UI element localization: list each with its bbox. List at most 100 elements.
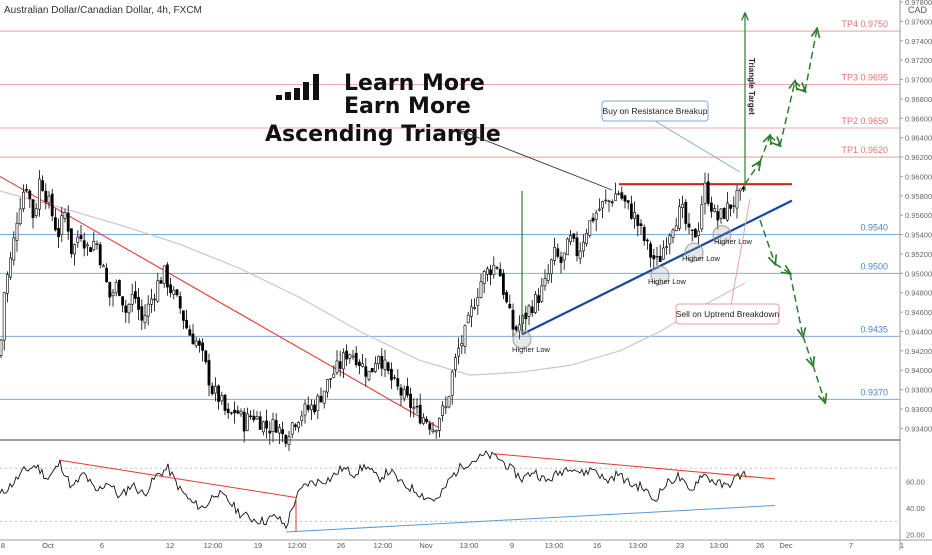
candle-body: [207, 360, 211, 386]
sell-callout-text: Sell on Uptrend Breakdown: [676, 309, 780, 319]
candle-body: [156, 280, 160, 302]
candle-body: [713, 208, 717, 212]
candle-body: [709, 202, 713, 212]
price-tick-label: 0.96600: [905, 114, 932, 123]
price-tick-label: 0.95200: [905, 250, 932, 259]
bullish-scenario-arrow: [804, 29, 817, 92]
candle-body: [246, 413, 249, 431]
candle-body: [277, 427, 281, 434]
candle-body: [290, 422, 294, 435]
rsi-resistance-line: [492, 453, 776, 480]
candle-body: [249, 415, 253, 418]
candle-body: [252, 415, 256, 421]
candle-body: [21, 191, 25, 209]
sell-callout-pointer: [727, 198, 751, 325]
candle-body: [389, 368, 393, 381]
candle-body: [549, 259, 553, 274]
candle-body: [242, 411, 246, 432]
candle-body: [217, 385, 221, 402]
candle-body: [668, 235, 672, 245]
candle-body: [530, 306, 534, 314]
candle-body: [118, 279, 121, 296]
candle-body: [293, 424, 297, 428]
candle-body: [677, 206, 681, 229]
candle-body: [108, 281, 112, 298]
candle-body: [313, 404, 317, 413]
candle-body: [527, 305, 531, 317]
candle-body: [175, 289, 179, 296]
time-tick-label: 23: [676, 541, 684, 550]
candle-body: [357, 361, 361, 367]
time-tick-label: 26: [756, 541, 764, 550]
candle-body: [652, 255, 656, 260]
candle-body: [335, 360, 339, 373]
bullish-scenario-arrow: [759, 136, 770, 163]
rsi-tick-label: 40.00: [906, 504, 925, 513]
time-tick-label: Dec: [779, 541, 793, 550]
candle-body: [485, 268, 489, 275]
candle-body: [341, 352, 345, 370]
candle-body: [508, 303, 512, 309]
signal-bar-icon: [313, 74, 319, 100]
bearish-scenario-arrow: [774, 263, 790, 274]
candle-body: [348, 354, 352, 359]
candle-body: [441, 405, 445, 416]
candle-body: [150, 298, 153, 305]
candle-body: [25, 189, 29, 191]
candle-body: [578, 250, 582, 259]
candle-body: [166, 264, 169, 288]
higher-low-marker: [684, 242, 704, 262]
candle-body: [569, 235, 573, 243]
sell-callout-box: [675, 303, 780, 325]
candle-body: [70, 228, 73, 254]
time-tick-label: 7: [849, 541, 853, 550]
candle-body: [693, 228, 697, 238]
candle-body: [434, 430, 438, 433]
price-tick-label: 0.95600: [905, 211, 932, 220]
candle-body: [309, 404, 313, 411]
candle-body: [629, 203, 633, 219]
candle-body: [431, 429, 435, 433]
candle-body: [284, 435, 288, 444]
candle-body: [303, 403, 307, 416]
candle-body: [655, 256, 659, 258]
candle-body: [524, 312, 528, 320]
candle-body: [31, 199, 35, 219]
higher-low-label: Higher Low: [512, 345, 551, 354]
candle-body: [591, 217, 595, 222]
price-tick-label: 0.95400: [905, 231, 932, 240]
candle-body: [492, 264, 496, 275]
bullish-scenario-arrow: [744, 162, 760, 185]
candle-body: [41, 180, 45, 191]
candle-body: [124, 305, 128, 313]
candle-body: [601, 201, 605, 209]
candle-body: [345, 350, 349, 360]
candle-body: [735, 190, 739, 209]
candle-body: [28, 190, 32, 200]
candle-body: [572, 233, 576, 239]
candle-body: [255, 416, 259, 420]
time-tick-label: 13:00: [460, 541, 479, 550]
candle-body: [137, 297, 141, 310]
time-tick-label: 12:00: [374, 541, 393, 550]
candle-body: [684, 201, 688, 224]
rsi-pane: [0, 449, 900, 533]
moving-average-layer: [0, 190, 746, 376]
candle-body: [153, 298, 157, 301]
price-tick-label: 0.97200: [905, 56, 932, 65]
candle-body: [543, 278, 547, 287]
candle-body: [396, 378, 400, 387]
candle-body: [732, 205, 736, 208]
candle-body: [134, 291, 137, 299]
candle-body: [393, 377, 397, 379]
candle-body: [2, 292, 6, 341]
candle-body: [607, 200, 611, 202]
candle-body: [102, 265, 105, 268]
candle-body: [719, 208, 723, 219]
candle-body: [501, 273, 505, 295]
candle-body: [412, 407, 416, 410]
candle-body: [114, 282, 118, 293]
header-layer: Australian Dollar/Canadian Dollar, 4h, F…: [4, 5, 928, 16]
